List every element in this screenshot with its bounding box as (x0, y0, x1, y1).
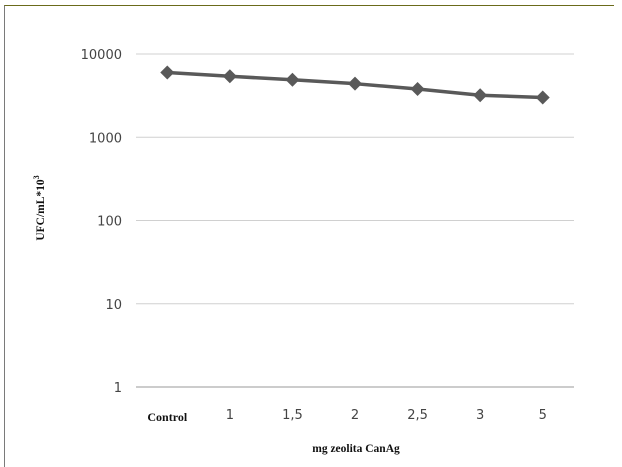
y-tick-label: 100 (97, 215, 122, 230)
chart-frame (4, 5, 614, 467)
x-tick-label: 2 (351, 408, 359, 423)
x-tick-label: 1 (226, 408, 234, 423)
x-tick-label: 3 (476, 408, 484, 423)
gridlines (136, 53, 574, 388)
data-point-marker (160, 65, 175, 80)
series-markers (160, 65, 550, 105)
y-tick-label: 10000 (81, 48, 122, 63)
x-axis-title: mg zeolita CanAg (312, 443, 400, 455)
data-point-marker (410, 81, 425, 96)
y-tick-label: 1 (114, 381, 122, 396)
y-tick-labels: 1 10 100 1000 10000 (81, 48, 122, 396)
y-tick-label: 1000 (89, 131, 122, 146)
y-axis-title: UFC/mL*103 (32, 175, 47, 240)
x-tick-labels: Control 1 1,5 2 2,5 3 5 (147, 408, 546, 424)
data-point-marker (535, 90, 550, 105)
x-tick-label: 2,5 (407, 408, 428, 423)
x-tick-label: 1,5 (282, 408, 303, 423)
x-tick-label: Control (147, 410, 187, 424)
data-point-marker (473, 88, 488, 103)
y-axis-title-sup: 3 (32, 175, 41, 179)
x-tick-label: 5 (539, 408, 547, 423)
data-point-marker (348, 76, 362, 91)
y-axis-title-main: UFC/mL*10 (35, 179, 47, 241)
data-point-marker (222, 69, 237, 84)
y-tick-label: 10 (105, 298, 122, 313)
data-point-marker (285, 72, 300, 87)
